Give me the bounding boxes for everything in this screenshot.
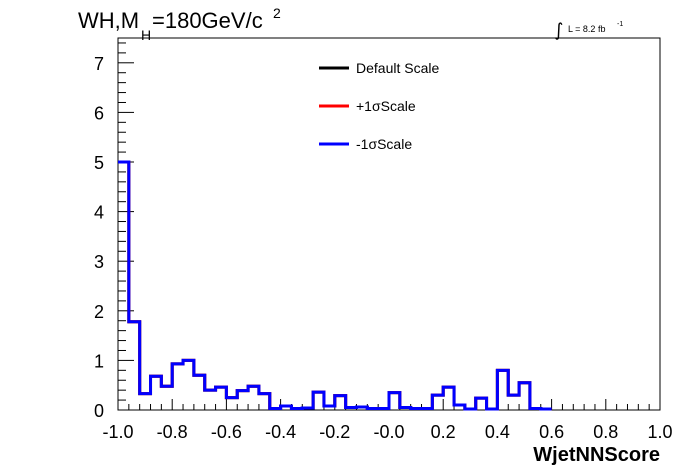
title-rest: =180GeV/c xyxy=(152,8,263,33)
title-superscript: 2 xyxy=(273,5,281,21)
luminosity-label: ∫ L = 8.2 fb -1 xyxy=(554,20,623,41)
x-tick-label: 0.8 xyxy=(593,422,618,442)
x-tick-label: 0.4 xyxy=(485,422,510,442)
x-tick-label: -1.0 xyxy=(102,422,133,442)
y-tick-label: 2 xyxy=(94,302,104,322)
legend-label: +1σScale xyxy=(356,98,416,114)
series-line-0 xyxy=(118,160,552,411)
title-main: WH,M xyxy=(78,8,139,33)
legend: Default Scale +1σScale -1σScale xyxy=(319,60,439,152)
legend-label: -1σScale xyxy=(356,136,412,152)
y-tick-label: 3 xyxy=(94,252,104,272)
plot-frame xyxy=(117,37,661,411)
y-tick-label: 5 xyxy=(94,153,104,173)
x-tick-label: -0.8 xyxy=(157,422,188,442)
x-tick-label: 0.6 xyxy=(539,422,564,442)
series-layer xyxy=(118,160,552,411)
luminosity-text: L = 8.2 fb xyxy=(568,24,605,34)
integral-sign: ∫ xyxy=(554,20,563,41)
chart-title: WH,M H =180GeV/c 2 xyxy=(78,5,281,43)
x-tick-label: 0.2 xyxy=(431,422,456,442)
y-tick-label: 0 xyxy=(94,401,104,421)
x-tick-label: -0.4 xyxy=(265,422,296,442)
series-line-1 xyxy=(118,160,552,411)
x-tick-label: -0.2 xyxy=(319,422,350,442)
luminosity-superscript: -1 xyxy=(617,21,623,28)
y-tick-label: 4 xyxy=(94,203,104,223)
y-tick-label: 1 xyxy=(94,351,104,371)
x-tick-label: -0.0 xyxy=(373,422,404,442)
x-tick-label: 1.0 xyxy=(647,422,672,442)
series-line-2 xyxy=(118,160,552,411)
y-tick-label: 7 xyxy=(94,54,104,74)
y-axis: 0 1 2 3 4 5 6 7 xyxy=(94,42,134,421)
x-axis-title: WjetNNScore xyxy=(533,444,660,466)
y-tick-label: 6 xyxy=(94,103,104,123)
legend-label: Default Scale xyxy=(356,60,439,76)
x-tick-label: -0.6 xyxy=(211,422,242,442)
title-subscript: H xyxy=(141,27,151,43)
x-axis: -1.0 -0.8 -0.6 -0.4 -0.2 -0.0 0.2 0.4 0.6 0.8 1.0 xyxy=(102,399,673,442)
